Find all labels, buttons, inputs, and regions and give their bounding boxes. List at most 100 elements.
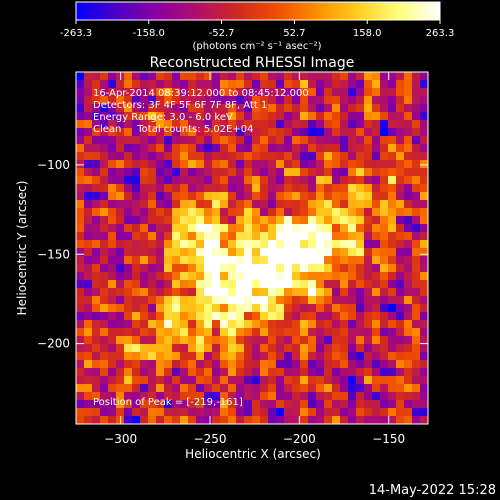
heatmap-cell: [76, 304, 85, 313]
heatmap-cell: [164, 264, 173, 273]
heatmap-cell: [100, 120, 109, 129]
heatmap-cell: [220, 136, 229, 145]
heatmap-cell: [404, 272, 413, 281]
heatmap-cell: [92, 280, 101, 289]
heatmap-cell: [268, 72, 277, 81]
heatmap-cell: [260, 384, 269, 393]
heatmap-cell: [124, 264, 133, 273]
heatmap-cell: [156, 128, 165, 137]
heatmap-cell: [332, 256, 341, 265]
plot-timestamp: 14-May-2022 15:28: [368, 483, 496, 498]
colorbar-tick-label: 263.3: [426, 28, 455, 39]
heatmap-cell: [404, 152, 413, 161]
heatmap-cell: [108, 328, 117, 337]
heatmap-cell: [276, 296, 285, 305]
heatmap-cell: [380, 336, 389, 345]
heatmap-cell: [324, 104, 333, 113]
heatmap-cell: [84, 184, 93, 193]
heatmap-cell: [268, 232, 277, 241]
heatmap-cell: [420, 144, 428, 153]
heatmap-cell: [412, 376, 421, 385]
heatmap-cell: [244, 408, 253, 417]
heatmap-cell: [412, 136, 421, 145]
heatmap-cell: [292, 384, 301, 393]
heatmap-cell: [292, 120, 301, 129]
heatmap-cell: [332, 200, 341, 209]
heatmap-cell: [364, 376, 373, 385]
heatmap-cell: [404, 184, 413, 193]
heatmap-cell: [308, 224, 317, 233]
heatmap-cell: [340, 416, 349, 424]
heatmap-cell: [332, 416, 341, 424]
heatmap-cell: [188, 296, 197, 305]
heatmap-cell: [388, 112, 397, 121]
heatmap-cell: [180, 384, 189, 393]
heatmap-cell: [340, 176, 349, 185]
heatmap-cell: [300, 256, 309, 265]
heatmap-cell: [364, 232, 373, 241]
heatmap-cell: [164, 288, 173, 297]
heatmap-cell: [300, 400, 309, 409]
heatmap-cell: [260, 192, 269, 201]
heatmap-cell: [228, 256, 237, 265]
heatmap-cell: [300, 200, 309, 209]
heatmap-cell: [364, 224, 373, 233]
heatmap-cell: [340, 256, 349, 265]
heatmap-cell: [276, 176, 285, 185]
heatmap-cell: [164, 240, 173, 249]
heatmap-cell: [356, 208, 365, 217]
heatmap-cell: [372, 144, 381, 153]
heatmap-cell: [380, 304, 389, 313]
heatmap-cell: [348, 288, 357, 297]
heatmap-cell: [412, 80, 421, 89]
heatmap-cell: [140, 264, 149, 273]
heatmap-cell: [324, 136, 333, 145]
heatmap-cell: [204, 168, 213, 177]
heatmap-cell: [420, 160, 428, 169]
heatmap-cell: [316, 120, 325, 129]
heatmap-cell: [228, 152, 237, 161]
heatmap-cell: [228, 320, 237, 329]
heatmap-cell: [324, 280, 333, 289]
heatmap-cell: [396, 304, 405, 313]
heatmap-cell: [172, 208, 181, 217]
heatmap-cell: [180, 296, 189, 305]
heatmap-cell: [372, 168, 381, 177]
heatmap-cell: [412, 368, 421, 377]
heatmap-cell: [148, 368, 157, 377]
heatmap-cell: [308, 400, 317, 409]
heatmap-cell: [372, 320, 381, 329]
heatmap-cell: [396, 328, 405, 337]
heatmap-cell: [396, 320, 405, 329]
heatmap-cell: [292, 280, 301, 289]
heatmap-cell: [172, 160, 181, 169]
heatmap-cell: [252, 384, 261, 393]
heatmap-cell: [204, 72, 213, 81]
heatmap-cell: [84, 144, 93, 153]
heatmap-cell: [180, 136, 189, 145]
heatmap-cell: [92, 264, 101, 273]
heatmap-cell: [148, 384, 157, 393]
heatmap-cell: [116, 88, 125, 97]
heatmap-cell: [196, 368, 205, 377]
heatmap-cell: [396, 168, 405, 177]
heatmap-cell: [388, 320, 397, 329]
heatmap-cell: [84, 248, 93, 257]
heatmap-cell: [364, 184, 373, 193]
heatmap-cell: [148, 240, 157, 249]
heatmap-cell: [228, 336, 237, 345]
heatmap-cell: [276, 136, 285, 145]
heatmap-cell: [308, 176, 317, 185]
heatmap-cell: [404, 104, 413, 113]
heatmap-cell: [244, 416, 253, 424]
heatmap-cell: [76, 216, 85, 225]
heatmap-cell: [348, 272, 357, 281]
heatmap-cell: [188, 128, 197, 137]
heatmap-cell: [156, 344, 165, 353]
heatmap-cell: [76, 176, 85, 185]
heatmap-cell: [188, 312, 197, 321]
heatmap-cell: [364, 176, 373, 185]
heatmap-cell: [252, 128, 261, 137]
heatmap-cell: [380, 152, 389, 161]
heatmap-cell: [404, 96, 413, 105]
